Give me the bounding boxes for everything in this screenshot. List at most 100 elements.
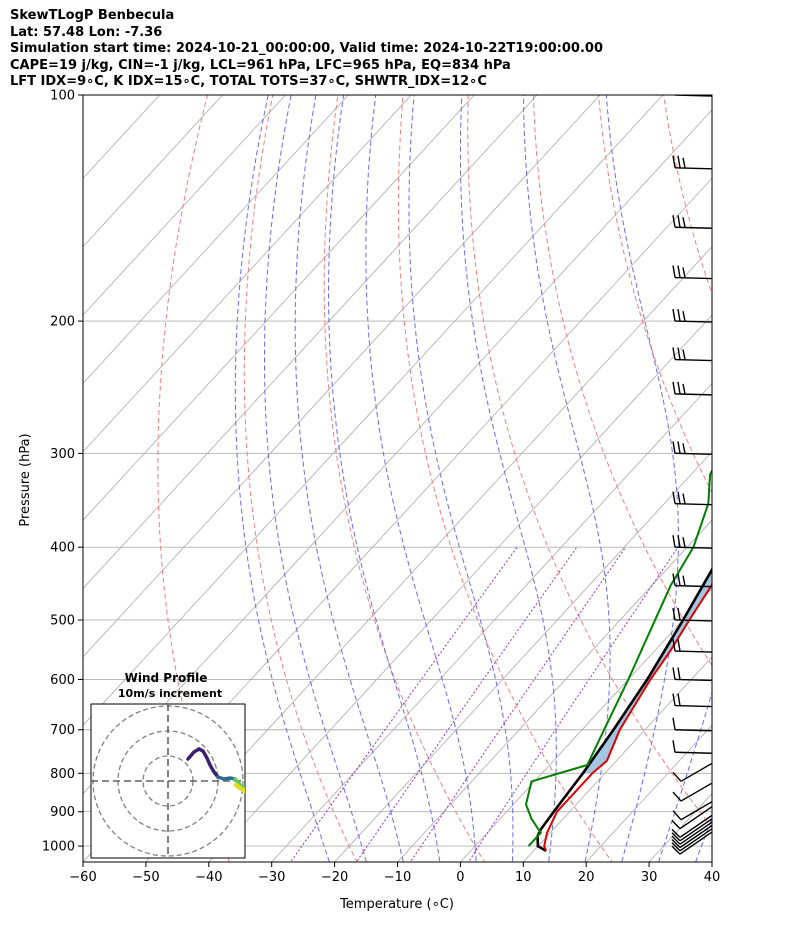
hodograph-plot	[91, 704, 245, 858]
wind-barb	[671, 806, 712, 830]
isotherm-line	[334, 451, 712, 862]
isotherm-line	[83, 95, 538, 590]
wind-barb	[672, 381, 712, 396]
moist-adiabat-line	[459, 95, 557, 862]
isotherm-line	[711, 861, 712, 862]
x-tick-label: 0	[456, 870, 464, 885]
dry-adiabat-line	[729, 95, 794, 877]
dewpoint-line	[524, 468, 712, 847]
x-tick-label: −40	[195, 870, 222, 885]
isotherm-line	[208, 314, 712, 862]
moist-adiabat-line	[294, 95, 404, 862]
wind-barb	[672, 155, 712, 170]
dry-adiabat-line	[598, 95, 712, 494]
wind-barb	[672, 667, 712, 682]
x-tick-label: −20	[321, 870, 348, 885]
wind-barb	[672, 762, 712, 782]
temperature-line	[543, 581, 712, 852]
mixing-ratio-line	[409, 546, 627, 862]
isotherm-line	[523, 656, 712, 862]
isotherm-line	[83, 95, 286, 316]
hodograph-trace-mid	[216, 775, 237, 781]
isotherm-line	[145, 246, 712, 862]
y-axis-label: Pressure (hPa)	[18, 433, 33, 526]
wind-barb	[672, 782, 712, 802]
stability-indices-2: LFT IDX=9∘C, K IDX=15∘C, TOTAL TOTS=37∘C…	[10, 74, 487, 89]
dry-adiabat-line	[532, 95, 712, 667]
moist-adiabat-line	[328, 95, 441, 862]
wind-barb	[671, 818, 712, 842]
moist-adiabat-line	[408, 95, 514, 862]
wind-barb	[672, 535, 712, 549]
isotherm-line	[83, 95, 664, 726]
x-tick-label: 30	[641, 870, 658, 885]
wind-barb	[672, 265, 712, 280]
y-tick-label: 200	[50, 315, 75, 330]
cape-area	[582, 569, 712, 774]
station-coordinates: Lat: 57.48 Lon: -7.36	[10, 24, 163, 40]
x-axis-label: Temperature (∘C)	[339, 897, 454, 912]
moist-adiabat-line	[264, 95, 368, 862]
moist-adiabat-line	[605, 95, 679, 862]
isotherm-line	[83, 95, 601, 658]
dry-adiabats	[157, 95, 794, 877]
y-tick-label: 400	[50, 541, 75, 556]
isotherm-line	[460, 587, 712, 862]
isotherm-line	[585, 724, 712, 862]
chart-header: SkewTLogP Benbecula Lat: 57.48 Lon: -7.3…	[10, 8, 603, 91]
isotherm-line	[83, 95, 475, 521]
hodograph-trace-upper	[186, 747, 220, 779]
simulation-times: Simulation start time: 2024-10-21_00:00:…	[10, 41, 603, 56]
wind-barbs	[671, 95, 712, 855]
x-tick-label: 20	[578, 870, 595, 885]
y-tick-label: 500	[50, 613, 75, 628]
hodograph-title: Wind Profile	[125, 671, 208, 685]
y-tick-label: 800	[50, 767, 75, 782]
y-tick-label: 600	[50, 673, 75, 688]
wind-barb	[672, 740, 712, 754]
wind-barb	[672, 308, 712, 323]
wind-barb	[672, 693, 712, 708]
dry-adiabat-line	[467, 95, 712, 829]
x-tick-label: −60	[69, 870, 96, 885]
isotherm-line	[83, 95, 412, 453]
isotherm-line	[83, 95, 349, 385]
stability-indices-1: CAPE=19 j/kg, CIN=-1 j/kg, LCL=961 hPa, …	[10, 57, 511, 73]
x-tick-label: −10	[384, 870, 411, 885]
mixing-ratio-lines	[289, 546, 679, 862]
wind-barb	[672, 441, 712, 456]
hodograph-subtitle: 10m/s increment	[118, 687, 222, 700]
y-axis-ticks: 1000 900 800 700 600 500 400 300 200 100	[42, 89, 83, 855]
x-tick-label: −50	[132, 870, 159, 885]
hodograph-trace-surface	[233, 782, 245, 794]
moist-adiabat-line	[727, 78, 794, 877]
moist-adiabat-line	[234, 95, 330, 862]
wind-barb	[671, 821, 712, 845]
wind-barb	[672, 607, 712, 622]
y-tick-label: 900	[50, 805, 75, 820]
y-tick-label: 300	[50, 447, 75, 462]
dry-adiabat-line	[663, 95, 712, 296]
mixing-ratio-line	[467, 546, 679, 862]
mixing-ratio-line	[355, 546, 578, 862]
y-tick-label: 100	[50, 89, 75, 104]
x-tick-label: 40	[704, 870, 721, 885]
x-axis-ticks: −60 −50 −40 −30 −20 −10 0 10 20 30 40	[69, 862, 720, 885]
x-tick-label: −30	[258, 870, 285, 885]
parcel-profile-line	[536, 567, 712, 853]
isotherm-line	[271, 382, 712, 862]
wind-barb	[672, 491, 712, 506]
dry-adiabat-line	[243, 95, 358, 862]
moist-adiabat-line	[365, 95, 477, 862]
wind-barb	[672, 573, 712, 588]
x-tick-label: 10	[515, 870, 532, 885]
isotherm-line	[397, 519, 712, 862]
wind-barb	[672, 801, 712, 821]
moist-adiabats	[234, 78, 794, 877]
wind-barb	[671, 831, 712, 855]
wind-barb	[674, 95, 712, 97]
mixing-ratio-line	[289, 546, 518, 862]
moist-adiabat-line	[695, 816, 712, 862]
wind-barb	[672, 215, 712, 229]
